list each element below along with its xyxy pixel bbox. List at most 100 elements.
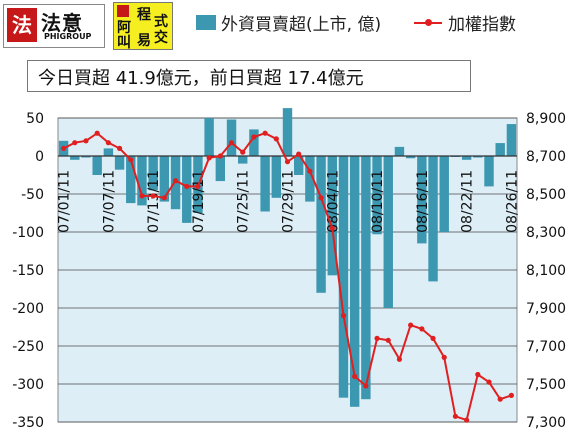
index-point (318, 195, 324, 201)
right-tick-label: 8,700 (526, 149, 566, 165)
index-point (105, 140, 111, 146)
x-tick-label: 07/19/11 (191, 170, 207, 233)
index-point (307, 168, 313, 174)
net-buy-bar (439, 156, 449, 232)
left-tick-label: -350 (12, 415, 44, 431)
index-point (452, 413, 459, 419)
index-point (374, 335, 380, 341)
left-tick-label: -250 (12, 339, 44, 355)
index-point (363, 383, 369, 389)
legend-bar-label: 外資買賣超(上市, 億) (221, 15, 382, 35)
net-buy-bar (114, 156, 125, 170)
index-point (497, 396, 503, 402)
logo2-char-4: 式 (154, 14, 168, 30)
net-buy-bar (260, 156, 270, 212)
net-buy-bar (338, 156, 349, 398)
index-point (284, 159, 291, 165)
net-buy-banner: 今日買超 41.9億元，前日買超 17.4億元 (27, 60, 471, 92)
net-buy-bar (137, 156, 147, 206)
net-buy-bar (305, 156, 315, 202)
x-axis-labels: 07/01/11 07/07/11 07/13/11 07/19/11 07/25/11… (57, 170, 521, 233)
net-buy-bar (282, 108, 293, 156)
net-buy-bar (484, 156, 494, 187)
index-points (60, 130, 515, 423)
left-tick-label: -50 (21, 187, 44, 203)
x-tick-label: 07/25/11 (236, 170, 252, 233)
left-tick-label: 0 (35, 149, 44, 165)
net-buy-bar (372, 156, 382, 235)
net-buy-bar (238, 156, 248, 164)
right-tick-label: 8,900 (526, 111, 566, 127)
legend-bar-swatch (196, 15, 216, 30)
logo2-char-6: 交 (154, 30, 168, 46)
net-buy-bar (473, 156, 483, 158)
index-point (72, 140, 78, 146)
index-point (139, 193, 145, 199)
index-point (94, 130, 100, 136)
index-point (408, 322, 414, 328)
index-point (464, 417, 470, 423)
left-tick-label: -100 (12, 225, 44, 241)
index-point (128, 157, 134, 163)
bar-series (58, 108, 517, 407)
x-tick-label: 07/13/11 (146, 170, 162, 233)
left-tick-label: -150 (12, 263, 44, 279)
index-point (486, 379, 492, 385)
index-point (296, 151, 302, 157)
index-point (184, 183, 190, 189)
net-buy-bar (70, 156, 80, 160)
net-buy-bar (226, 119, 237, 156)
index-point (60, 145, 67, 151)
x-tick-label: 07/29/11 (281, 170, 297, 233)
net-buy-bar (293, 156, 304, 175)
index-point (430, 335, 436, 341)
legend-line-marker (425, 19, 432, 26)
index-point (217, 153, 223, 159)
net-buy-bar (316, 156, 326, 293)
index-point (441, 354, 447, 360)
right-tick-label: 8,100 (526, 263, 566, 279)
index-point (396, 356, 403, 362)
left-tick-label: -200 (12, 301, 44, 317)
net-buy-bar (271, 156, 282, 198)
program-trading-logo: 阿 叫 程 式 易 交 (113, 2, 173, 51)
net-buy-bar (148, 156, 158, 191)
index-point (329, 225, 335, 231)
net-buy-bar (361, 156, 371, 400)
logo2-char-2: 叫 (117, 35, 131, 51)
x-tick-label: 08/22/11 (460, 170, 476, 233)
index-point (161, 195, 167, 201)
net-buy-bar (215, 156, 226, 182)
net-buy-bar (182, 156, 192, 223)
program-trading-seal (117, 5, 129, 17)
net-buy-bar (506, 124, 517, 156)
x-tick-label: 08/10/11 (370, 170, 386, 233)
net-buy-bar (81, 156, 91, 158)
index-point (419, 326, 425, 332)
net-buy-bar (383, 156, 393, 308)
right-tick-label: 7,300 (526, 415, 566, 431)
net-buy-bar (417, 156, 427, 244)
right-axis-ticks: 8,900 8,700 8,500 8,300 8,100 7,900 7,700 7,500… (526, 111, 566, 431)
x-tick-label: 07/01/11 (57, 170, 73, 233)
index-point (508, 392, 515, 398)
left-axis-ticks: 50 0 -50 -100 -150 -200 -250 -300 -350 (12, 111, 44, 431)
index-point (150, 193, 156, 199)
index-point (385, 337, 391, 343)
x-tick-label: 08/26/11 (504, 170, 520, 233)
index-point (172, 178, 179, 184)
net-buy-bar (327, 156, 337, 276)
index-point (116, 145, 123, 151)
net-buy-bar (428, 156, 438, 282)
net-buy-bar (461, 156, 472, 160)
net-buy-bar (204, 118, 214, 156)
right-tick-label: 7,500 (526, 377, 566, 393)
index-point (228, 140, 235, 146)
index-point (475, 371, 481, 378)
index-point (83, 138, 89, 144)
logo2-char-3: 程 (137, 7, 151, 23)
index-point (340, 313, 347, 319)
right-tick-label: 7,700 (526, 339, 566, 355)
index-point (206, 155, 212, 161)
